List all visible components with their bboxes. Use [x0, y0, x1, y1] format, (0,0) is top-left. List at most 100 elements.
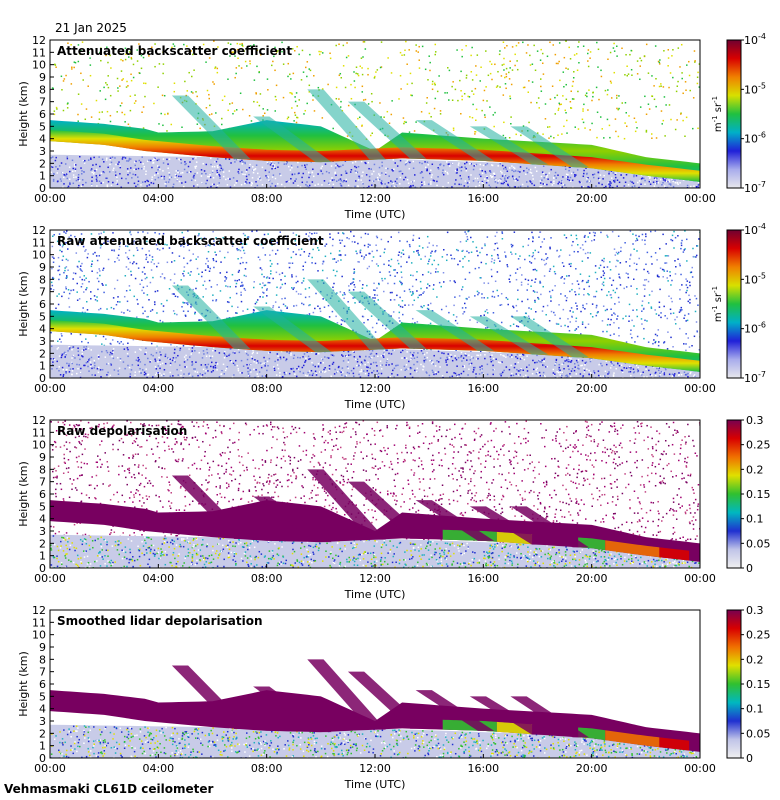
y-tick-label: 2	[39, 727, 46, 740]
y-tick-label: 0	[39, 372, 46, 385]
fallstreak-4	[347, 101, 427, 159]
colorbar-tick-label: 0.15	[746, 488, 771, 501]
x-tick-label: 04:00	[142, 382, 174, 395]
colorbar-tick-label: 0.25	[746, 629, 771, 642]
colorbar-tick-label: 10-6	[744, 131, 766, 146]
colorbar-tick-label: 0.3	[746, 604, 764, 617]
fallstreak-1	[171, 285, 251, 350]
fallstreak-4	[347, 291, 427, 349]
colorbar-tick-label: 0.2	[746, 463, 764, 476]
x-tick-label: 04:00	[142, 572, 174, 585]
y-tick-label: 7	[39, 666, 46, 679]
x-tick-label: 04:00	[142, 192, 174, 205]
y-tick-label: 0	[39, 182, 46, 195]
y-tick-label: 8	[39, 463, 46, 476]
y-tick-label: 9	[39, 71, 46, 84]
x-axis-label: Time (UTC)	[344, 778, 406, 791]
x-tick-label: 16:00	[467, 762, 499, 775]
fallstreak-6	[469, 126, 549, 165]
colorbar	[726, 419, 742, 569]
fallstreak-3	[307, 659, 386, 730]
y-tick-label: 12	[32, 34, 46, 47]
colorbar-tick-label: 0	[746, 562, 753, 575]
y-tick-label: 12	[32, 414, 46, 427]
y-tick-label: 11	[32, 616, 46, 629]
x-tick-label: 00:00	[34, 762, 66, 775]
fallstreak-5	[415, 310, 495, 351]
colorbar-tick-label: 10-7	[744, 370, 766, 385]
y-tick-label: 1	[39, 360, 46, 373]
x-axis-label: Time (UTC)	[344, 398, 406, 411]
fallstreak-5	[415, 120, 495, 161]
y-tick-label: 3	[39, 715, 46, 728]
y-tick-label: 9	[39, 261, 46, 274]
panel-title: Raw depolarisation	[57, 424, 187, 438]
fallstreak-1	[171, 475, 251, 540]
boundary-layer	[50, 534, 700, 568]
x-tick-label: 08:00	[251, 762, 283, 775]
y-axis-label: Height (km)	[17, 81, 30, 147]
fallstreak-5	[415, 500, 495, 541]
x-tick-label: 20:00	[576, 762, 608, 775]
x-axis-label: Time (UTC)	[344, 208, 406, 221]
x-tick-label: 16:00	[467, 192, 499, 205]
fallstreak-1	[171, 665, 251, 730]
fallstreak-3	[307, 89, 386, 160]
x-tick-label: 00:00	[684, 192, 716, 205]
y-tick-label: 5	[39, 500, 46, 513]
y-axis-label: Height (km)	[17, 651, 30, 717]
date-label: 21 Jan 2025	[55, 21, 127, 35]
x-tick-label: 12:00	[359, 382, 391, 395]
x-axis-label: Time (UTC)	[344, 588, 406, 601]
y-tick-label: 9	[39, 641, 46, 654]
colorbar	[726, 39, 742, 189]
fallstreak-2	[253, 496, 332, 543]
y-axis-label: Height (km)	[17, 271, 30, 337]
y-tick-label: 1	[39, 170, 46, 183]
y-tick-label: 5	[39, 690, 46, 703]
boundary-layer	[50, 154, 700, 188]
y-tick-label: 5	[39, 120, 46, 133]
x-tick-label: 00:00	[684, 382, 716, 395]
y-tick-label: 4	[39, 703, 46, 716]
x-tick-label: 00:00	[684, 762, 716, 775]
x-tick-label: 16:00	[467, 382, 499, 395]
plot-area	[50, 610, 700, 758]
y-tick-label: 5	[39, 310, 46, 323]
x-tick-label: 20:00	[576, 192, 608, 205]
colorbar	[726, 229, 742, 379]
y-tick-label: 2	[39, 347, 46, 360]
y-tick-label: 10	[32, 59, 46, 72]
plot-area	[50, 230, 700, 378]
colorbar-tick-label: 10-5	[744, 81, 766, 96]
y-tick-label: 0	[39, 752, 46, 765]
site-label: Vehmasmaki CL61D ceilometer	[4, 782, 214, 796]
y-tick-label: 6	[39, 488, 46, 501]
x-tick-label: 12:00	[359, 572, 391, 585]
y-tick-label: 6	[39, 678, 46, 691]
fallstreak-4	[347, 671, 427, 729]
y-tick-label: 3	[39, 335, 46, 348]
y-tick-label: 9	[39, 451, 46, 464]
fallstreak-2	[253, 116, 332, 163]
x-tick-label: 20:00	[576, 382, 608, 395]
y-tick-label: 7	[39, 476, 46, 489]
y-tick-label: 8	[39, 83, 46, 96]
fallstreak-7	[510, 316, 589, 358]
colorbar-tick-label: 10-6	[744, 321, 766, 336]
colorbar-tick-label: 0.1	[746, 513, 764, 526]
x-tick-label: 00:00	[34, 382, 66, 395]
fallstreak-6	[469, 696, 549, 735]
colorbar-unit: m-1 sr-1	[711, 286, 724, 322]
y-tick-label: 8	[39, 273, 46, 286]
panel-title: Attenuated backscatter coefficient	[57, 44, 292, 58]
colorbar	[726, 609, 742, 759]
x-tick-label: 00:00	[684, 572, 716, 585]
y-tick-label: 12	[32, 604, 46, 617]
y-tick-label: 1	[39, 550, 46, 563]
fallstreak-1	[171, 95, 251, 160]
y-tick-label: 4	[39, 323, 46, 336]
